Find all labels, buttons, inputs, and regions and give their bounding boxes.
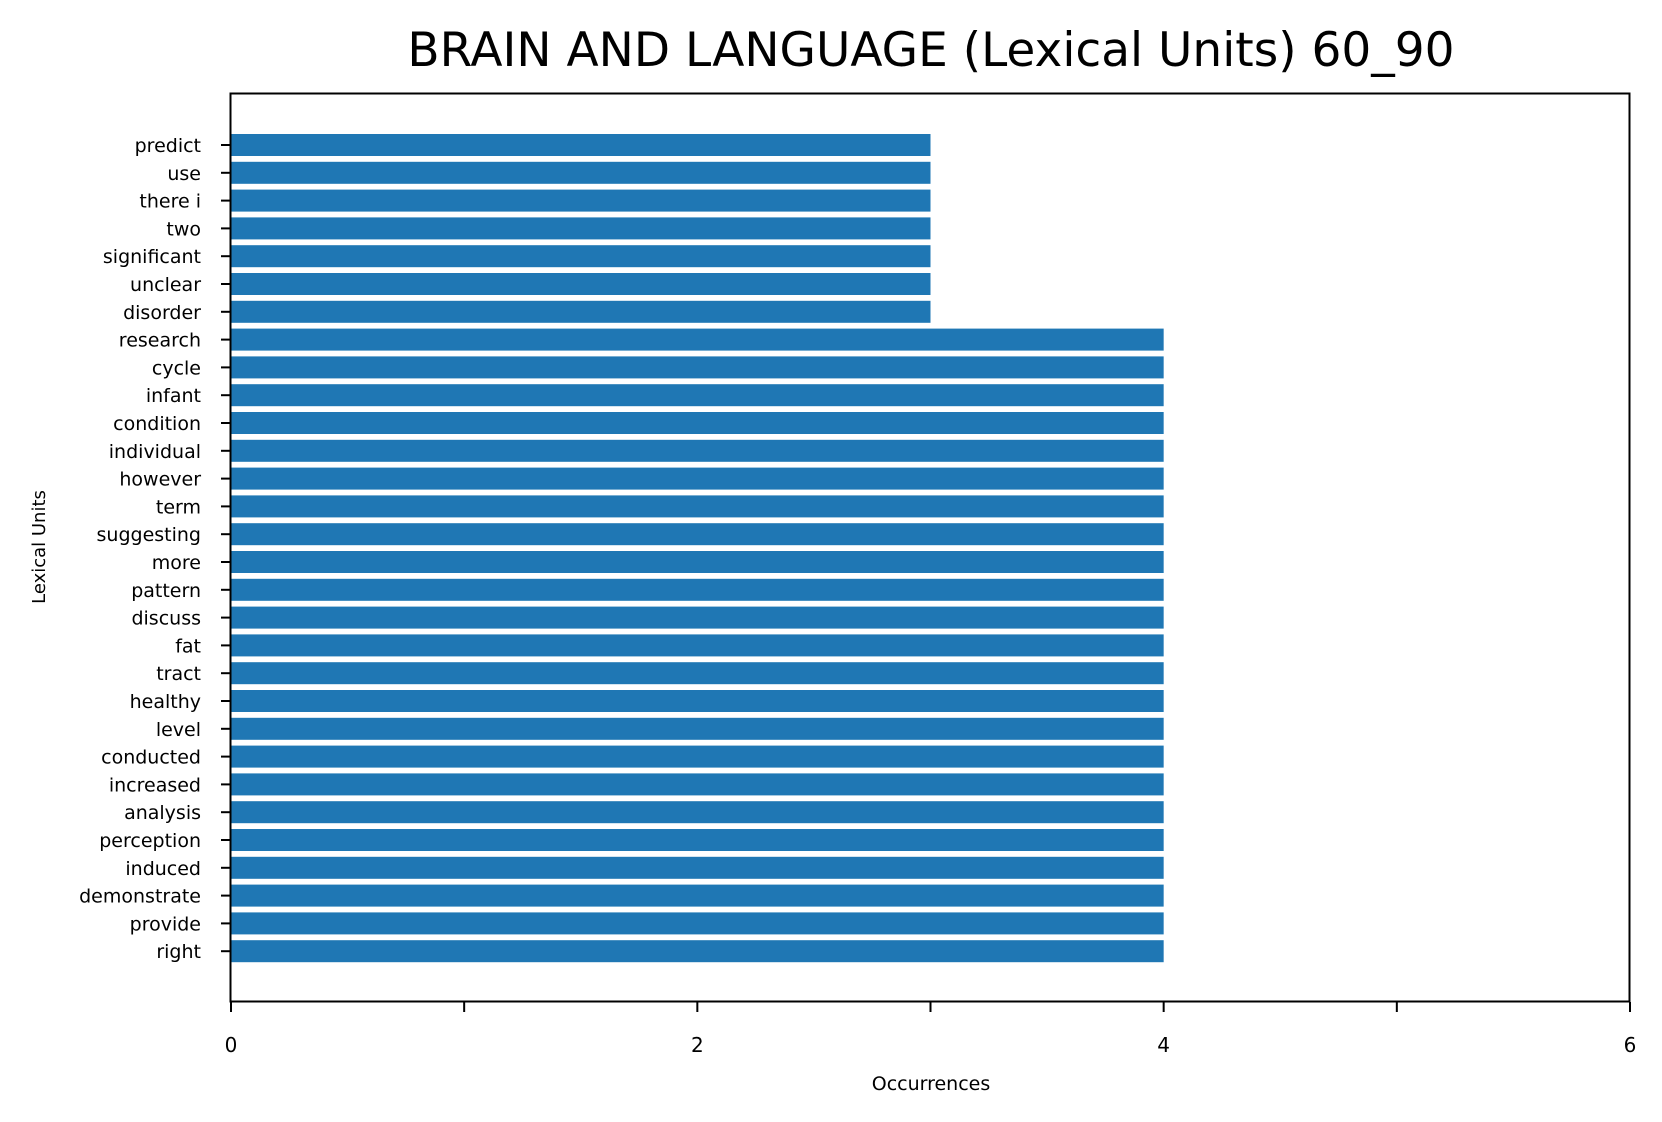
- bar-however: [231, 467, 1164, 490]
- x-axis-ticks: 0 2 4 6: [225, 1002, 1637, 1057]
- bar-term: [231, 495, 1164, 518]
- x-axis-label: Occurrences: [872, 1073, 991, 1095]
- bar-discuss: [231, 606, 1164, 629]
- bar-conducted: [231, 745, 1164, 768]
- bar-more: [231, 551, 1164, 573]
- bar-individual: [231, 439, 1164, 462]
- bar-cycle: [231, 356, 1164, 379]
- y-tick-label: tract: [156, 663, 201, 685]
- y-tick-label: increased: [109, 774, 201, 796]
- y-tick-label: healthy: [130, 691, 201, 713]
- y-axis-ticks: predict use there i two significant unclear di…: [79, 135, 231, 963]
- bar-tract: [231, 662, 1164, 685]
- y-tick-label: individual: [109, 441, 201, 463]
- y-tick-label: disorder: [123, 302, 201, 324]
- bar-suggesting: [231, 523, 1164, 546]
- bar-analysis: [231, 801, 1164, 824]
- bar-induced: [231, 856, 1164, 879]
- y-tick-label: cycle: [152, 357, 201, 379]
- bar-demonstrate: [231, 884, 1164, 907]
- y-tick-label: significant: [103, 246, 201, 268]
- plot-frame: [229, 92, 1631, 1003]
- bar-increased: [231, 773, 1164, 796]
- bar-infant: [231, 384, 1164, 407]
- y-tick-label: unclear: [130, 274, 201, 296]
- y-tick-label: however: [119, 469, 201, 491]
- bar-condition: [231, 412, 1164, 434]
- bar-healthy: [231, 690, 1164, 712]
- bar-predict: [231, 134, 931, 156]
- y-tick-label: right: [156, 941, 201, 963]
- bars: [231, 134, 1164, 963]
- y-tick-label: provide: [130, 913, 201, 935]
- y-tick-label: condition: [113, 413, 201, 435]
- bar-disorder: [231, 300, 931, 323]
- bar-research: [231, 328, 1164, 351]
- bar-perception: [231, 829, 1164, 851]
- y-tick-label: fat: [175, 635, 201, 657]
- y-tick-label: level: [156, 719, 201, 741]
- y-tick-label: suggesting: [97, 524, 201, 546]
- bar-level: [231, 717, 1164, 740]
- y-tick-label: perception: [99, 830, 201, 852]
- y-tick-label: conducted: [101, 747, 201, 769]
- bar-pattern: [231, 578, 1164, 601]
- y-tick-label: infant: [146, 385, 201, 407]
- y-tick-label: analysis: [124, 802, 201, 824]
- bar-fat: [231, 634, 1164, 657]
- y-tick-label: more: [152, 552, 201, 574]
- y-tick-label: pattern: [131, 580, 201, 602]
- chart-title: BRAIN AND LANGUAGE (Lexical Units) 60_90: [407, 23, 1454, 78]
- bar-two: [231, 217, 931, 240]
- y-tick-label: two: [166, 218, 201, 240]
- bar-use: [231, 161, 931, 184]
- y-tick-label: demonstrate: [79, 886, 201, 908]
- y-axis-label: Lexical Units: [29, 490, 50, 604]
- x-tick-label: 6: [1624, 1033, 1637, 1057]
- y-tick-label: predict: [135, 135, 201, 157]
- y-tick-label: research: [119, 330, 201, 352]
- y-tick-label: there i: [139, 191, 201, 213]
- x-tick-label: 0: [225, 1033, 238, 1057]
- y-tick-label: term: [156, 496, 201, 518]
- y-tick-label: induced: [125, 858, 201, 880]
- y-tick-label: discuss: [131, 608, 201, 630]
- bar-provide: [231, 912, 1164, 935]
- y-tick-label: use: [167, 163, 201, 185]
- bar-unclear: [231, 273, 931, 295]
- bar-right: [231, 940, 1164, 963]
- x-tick-label: 2: [691, 1033, 704, 1057]
- bar-there-i: [231, 189, 931, 212]
- x-tick-label: 4: [1157, 1033, 1170, 1057]
- bar-significant: [231, 245, 931, 268]
